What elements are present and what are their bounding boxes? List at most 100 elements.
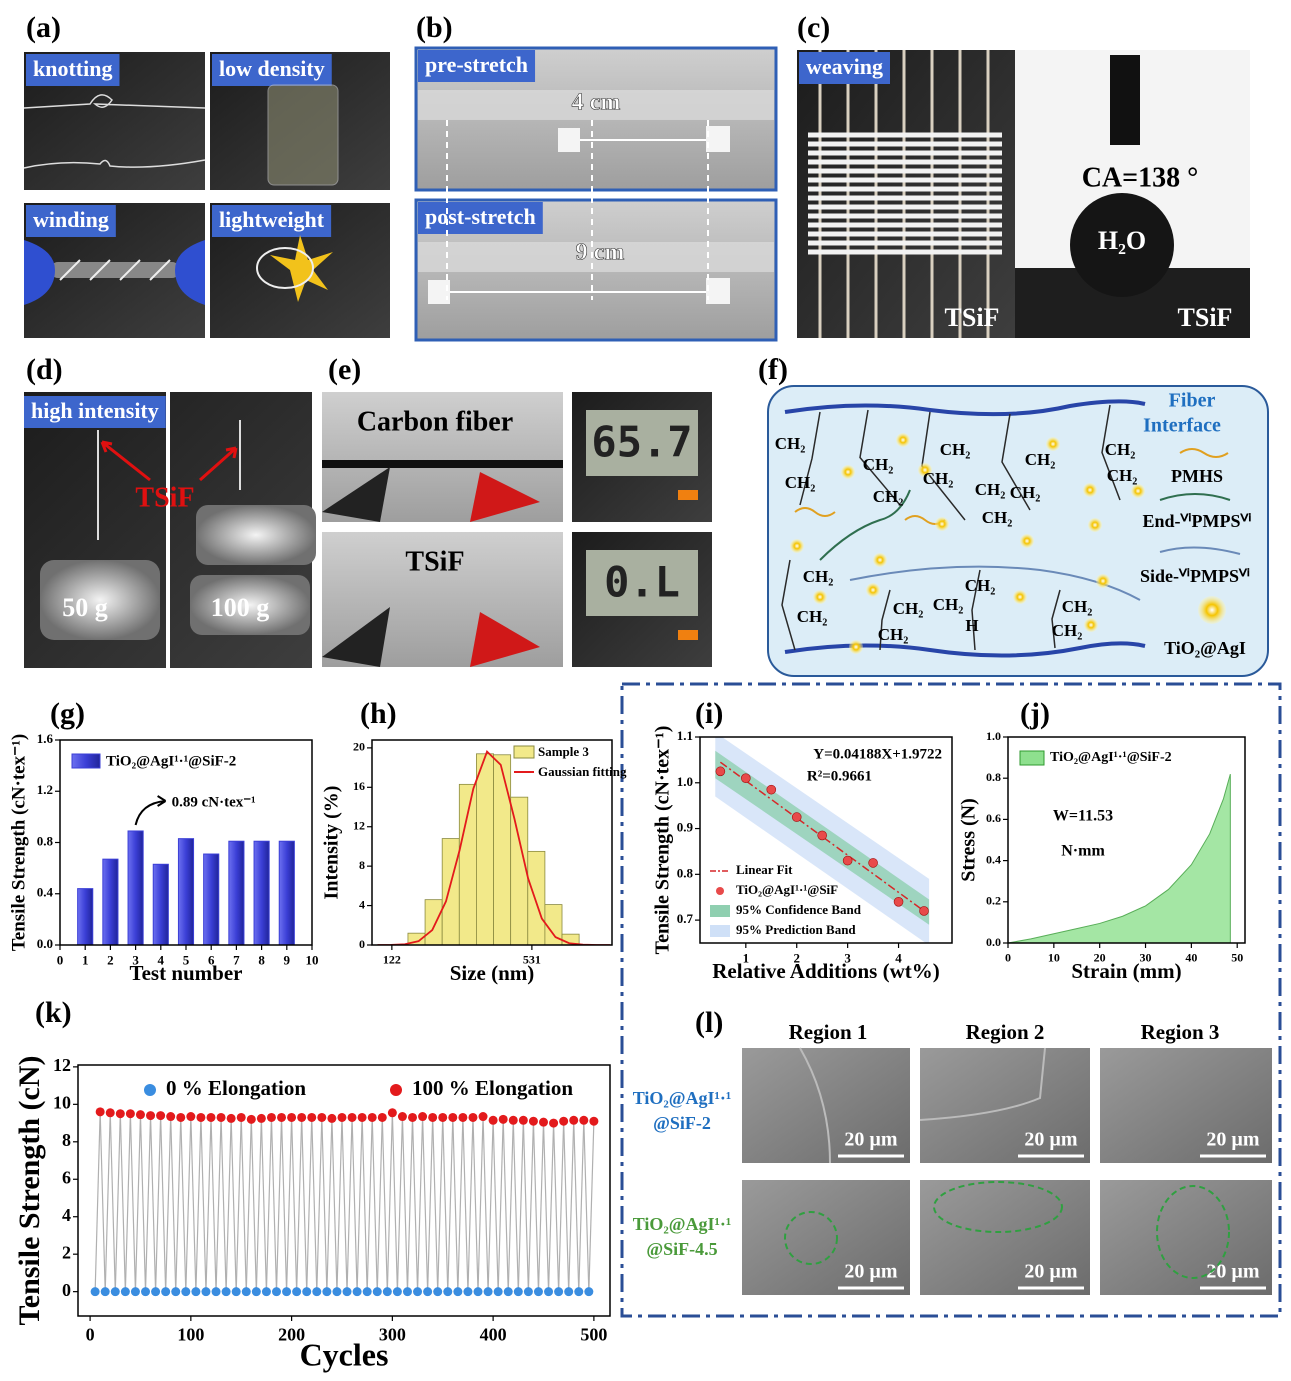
y-tick-label: 4 xyxy=(359,897,365,911)
sample-label: TiO₂@AgI¹·¹ xyxy=(633,1088,732,1108)
data-point xyxy=(261,1287,271,1297)
sample-label: Carbon fiber xyxy=(357,406,513,437)
y-tick-label: 12 xyxy=(353,818,365,832)
panel-label: (j) xyxy=(1020,697,1050,730)
legend-label: 100 % Elongation xyxy=(412,1076,573,1100)
schematic-legend: PMHS xyxy=(1171,466,1223,486)
data-point xyxy=(156,1111,166,1121)
connector xyxy=(306,1117,313,1292)
data-point xyxy=(443,1287,453,1297)
beaker xyxy=(267,84,339,186)
connector xyxy=(583,1120,590,1292)
particle xyxy=(935,517,949,531)
photo xyxy=(742,1048,910,1163)
bar xyxy=(228,840,245,946)
plot-frame xyxy=(699,736,953,944)
fiber-label: TSiF xyxy=(945,303,1000,332)
connector xyxy=(361,1117,368,1292)
data-point xyxy=(332,1287,342,1297)
y-tick-label: 0.8 xyxy=(986,770,1001,784)
connector xyxy=(573,1120,580,1292)
data-point xyxy=(347,1112,357,1122)
data-point xyxy=(90,1287,100,1297)
highlight xyxy=(1156,1185,1230,1279)
plot-frame xyxy=(371,739,613,946)
data-point xyxy=(251,1287,261,1297)
connector xyxy=(512,1120,519,1292)
y-tick-label: 0 xyxy=(359,937,365,951)
y-tick-label: 4 xyxy=(62,1205,71,1225)
data-point xyxy=(549,1118,559,1128)
data-point xyxy=(533,1287,543,1297)
length-label: 9 cm xyxy=(576,240,625,266)
sample-label: @SiF-4.5 xyxy=(646,1239,717,1259)
schematic-legend: Side-ⱽⁱPMPSⱽⁱ xyxy=(1140,566,1250,586)
photo-label: high intensity xyxy=(31,398,159,423)
meter-button xyxy=(678,630,698,640)
x-tick-label: 200 xyxy=(278,1325,305,1345)
needle xyxy=(1110,55,1140,145)
data-point xyxy=(196,1112,206,1122)
connector xyxy=(341,1117,348,1292)
sample-label: @SiF-2 xyxy=(653,1113,711,1133)
connector xyxy=(195,1117,202,1292)
data-point xyxy=(554,1287,564,1297)
schematic-legend: End-ⱽⁱPMPSⱽⁱ xyxy=(1143,511,1252,531)
arrow xyxy=(100,440,238,482)
y-tick-label: 0.8 xyxy=(677,865,694,880)
connector xyxy=(265,1117,273,1292)
data-point xyxy=(327,1113,337,1123)
connector xyxy=(371,1117,378,1292)
data-point xyxy=(166,1112,176,1122)
connector xyxy=(437,1117,444,1292)
data-point xyxy=(458,1112,468,1122)
panel-label: (l) xyxy=(695,1006,723,1039)
chain-label: CH₂ xyxy=(1010,483,1041,502)
connector xyxy=(563,1121,570,1292)
histogram-bar xyxy=(458,783,477,946)
connector xyxy=(134,1114,142,1292)
fit-curve xyxy=(377,750,611,945)
histogram-bar xyxy=(441,838,460,946)
connector xyxy=(578,1120,585,1292)
y-tick-label: 16 xyxy=(353,779,365,793)
connector xyxy=(522,1120,529,1292)
particle xyxy=(790,539,804,553)
label-box xyxy=(24,396,166,428)
bar xyxy=(127,830,144,946)
x-tick-label: 40 xyxy=(1185,950,1197,964)
data-point xyxy=(337,1112,347,1122)
fit-line xyxy=(719,761,925,912)
chain-label: CH₂ xyxy=(975,480,1006,499)
legend-swatch xyxy=(710,925,730,937)
y-tick-label: 0.0 xyxy=(37,936,53,951)
chain xyxy=(879,589,891,651)
y-tick-label: 6 xyxy=(62,1167,71,1187)
annotation: 0.89 cN·tex⁻¹ xyxy=(172,794,256,810)
connector xyxy=(109,1112,116,1292)
data-point xyxy=(508,1115,518,1125)
ruler xyxy=(418,242,774,272)
region-label: Region 3 xyxy=(1141,1020,1220,1044)
data-point xyxy=(766,784,777,795)
bar xyxy=(203,853,220,946)
fiber xyxy=(23,159,206,169)
data-point xyxy=(397,1112,407,1122)
legend-point xyxy=(390,1084,402,1096)
legend-swatch xyxy=(1019,750,1045,766)
photo xyxy=(920,1048,1090,1163)
connector xyxy=(482,1116,489,1292)
data-point xyxy=(135,1110,145,1120)
connector xyxy=(215,1117,222,1292)
histogram-bar xyxy=(424,899,443,946)
y-tick-label: 0.2 xyxy=(986,894,1001,908)
data-point xyxy=(453,1287,463,1297)
edge xyxy=(919,1047,1046,1121)
data-point xyxy=(100,1287,110,1297)
data-point xyxy=(161,1287,171,1297)
photo-label: post-stretch xyxy=(425,204,536,229)
connector xyxy=(114,1113,121,1292)
y-tick-label: 2 xyxy=(62,1242,71,1262)
connector xyxy=(190,1116,197,1292)
connector xyxy=(568,1120,575,1292)
